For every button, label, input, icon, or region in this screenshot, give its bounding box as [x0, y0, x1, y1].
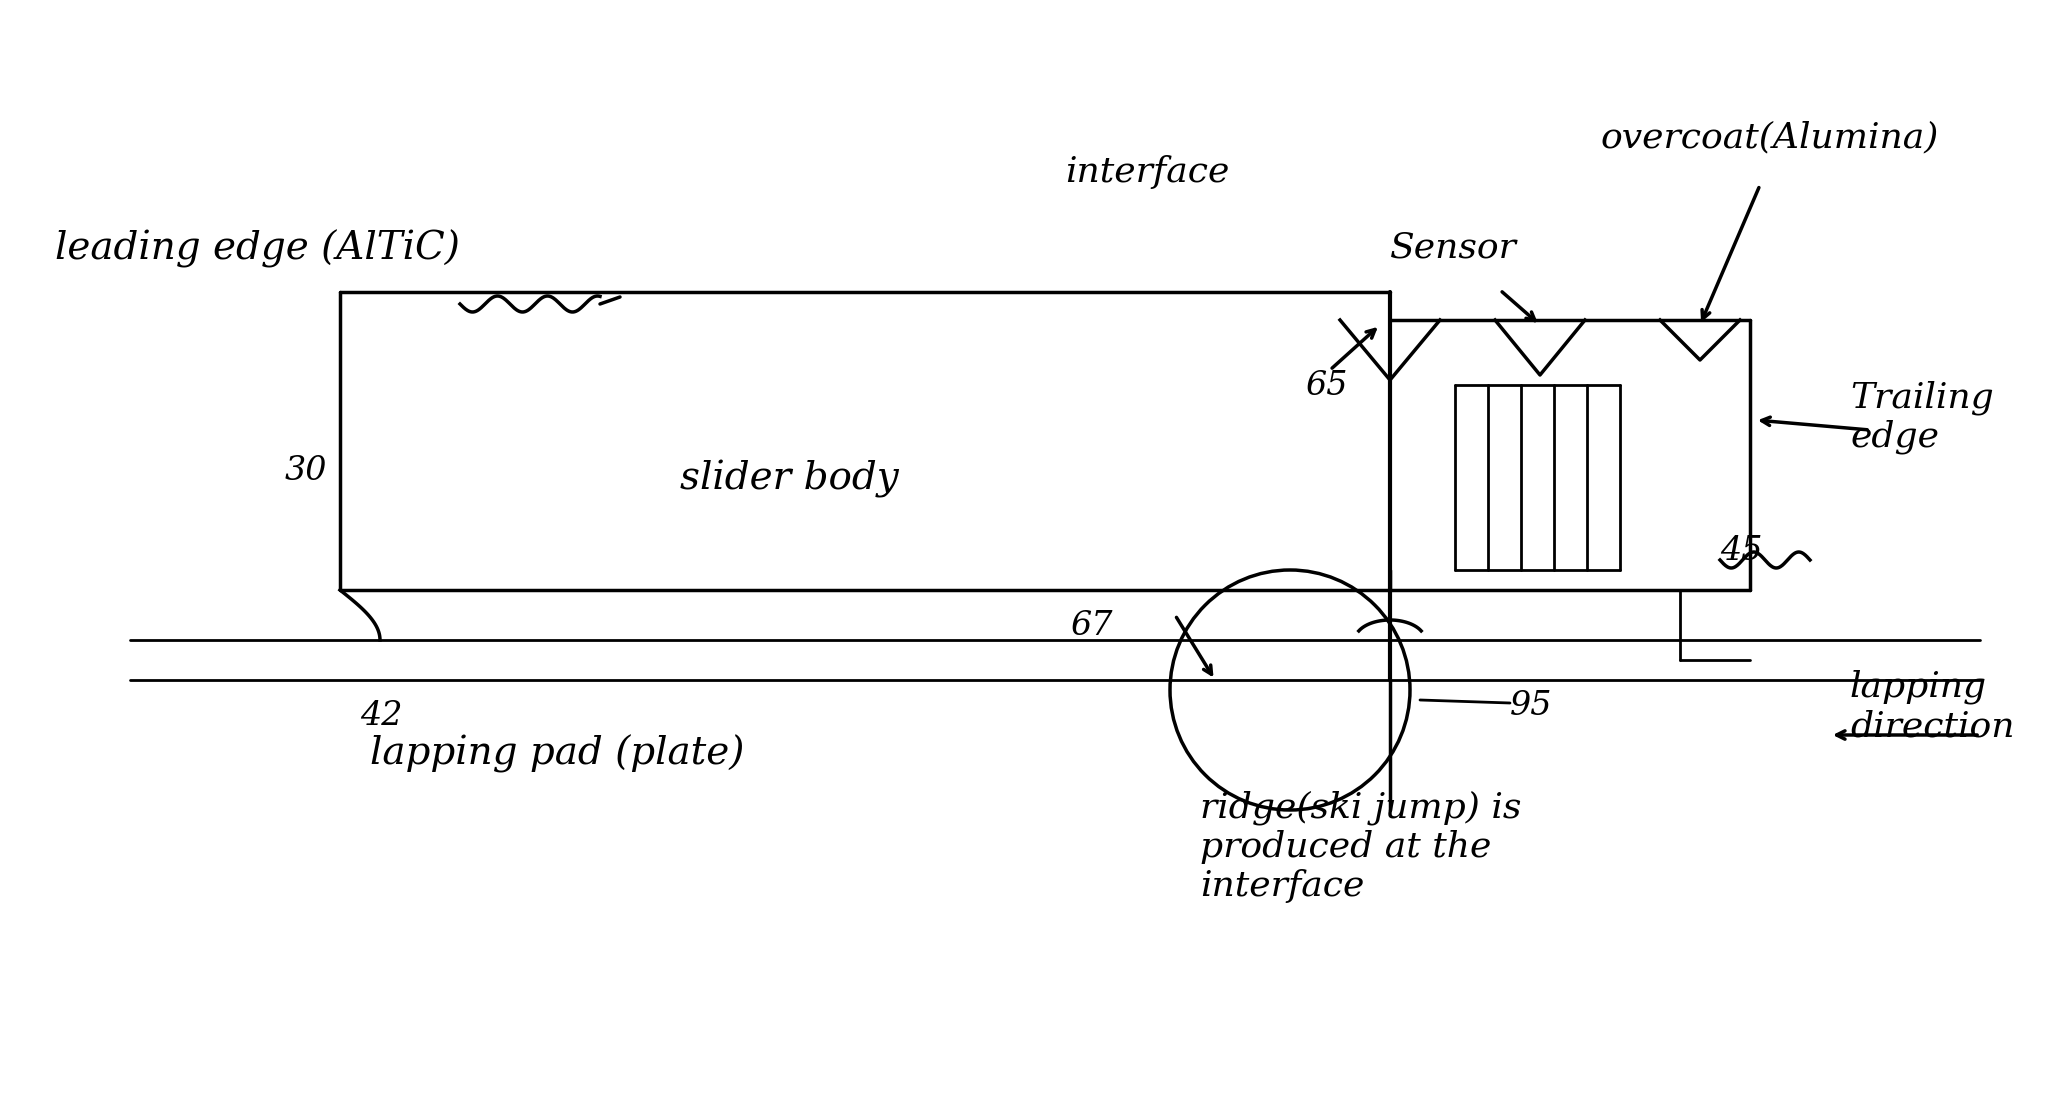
- Text: Trailing
edge: Trailing edge: [1850, 380, 1993, 454]
- Text: overcoat(Alumina): overcoat(Alumina): [1600, 120, 1939, 154]
- Text: leading edge (AlTiC): leading edge (AlTiC): [56, 230, 460, 268]
- Text: Sensor: Sensor: [1390, 230, 1517, 264]
- Text: ridge(ski jump) is
produced at the
interface: ridge(ski jump) is produced at the inter…: [1200, 790, 1521, 904]
- Text: interface: interface: [1065, 155, 1229, 189]
- Text: 30: 30: [286, 455, 327, 487]
- Text: 42: 42: [361, 700, 402, 732]
- Text: slider body: slider body: [680, 460, 899, 498]
- Text: 45: 45: [1720, 535, 1763, 567]
- Text: 95: 95: [1510, 690, 1552, 722]
- Text: 67: 67: [1069, 610, 1113, 642]
- Text: lapping pad (plate): lapping pad (plate): [371, 735, 744, 774]
- Text: lapping
direction: lapping direction: [1850, 670, 2014, 743]
- Text: 65: 65: [1305, 370, 1347, 402]
